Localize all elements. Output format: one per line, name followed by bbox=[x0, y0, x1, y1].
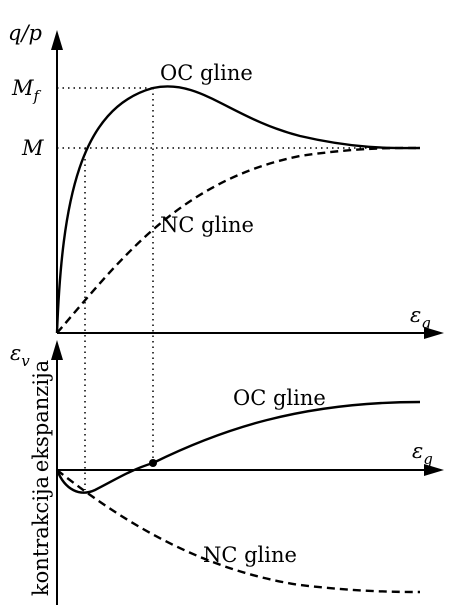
oc-curve bbox=[55, 400, 421, 494]
label-sub: f bbox=[33, 87, 42, 105]
label-sub: q bbox=[423, 450, 433, 468]
nc-label: NC gline bbox=[160, 213, 254, 237]
arrow bbox=[51, 30, 63, 50]
nc-curve bbox=[56, 469, 421, 594]
x-axis-label: εq bbox=[410, 303, 431, 332]
oc-curve bbox=[55, 85, 421, 334]
y-axis-label: εv bbox=[10, 341, 30, 370]
label-sub: q bbox=[421, 314, 431, 332]
arrow bbox=[51, 340, 63, 360]
upper-side-label: ekspanzija bbox=[29, 360, 53, 472]
lower-side-label: kontrakcija bbox=[29, 476, 53, 596]
point bbox=[149, 459, 157, 467]
peak-level: Mf bbox=[11, 76, 42, 105]
arrow bbox=[424, 464, 444, 476]
label-base: ε bbox=[410, 303, 421, 327]
oc-label: OC gline bbox=[233, 386, 326, 410]
label-base: ε bbox=[10, 341, 21, 365]
label-base: ε bbox=[412, 439, 423, 463]
label-base: M bbox=[11, 76, 34, 100]
nc-label: NC gline bbox=[203, 543, 297, 567]
nc-curve bbox=[56, 146, 421, 334]
y-axis-label: q/p bbox=[8, 21, 42, 45]
label-sub: v bbox=[21, 352, 30, 370]
critical-level: M bbox=[21, 136, 44, 160]
arrow bbox=[424, 327, 444, 339]
oc-label: OC gline bbox=[160, 61, 253, 85]
x-axis-label: εq bbox=[412, 439, 433, 468]
